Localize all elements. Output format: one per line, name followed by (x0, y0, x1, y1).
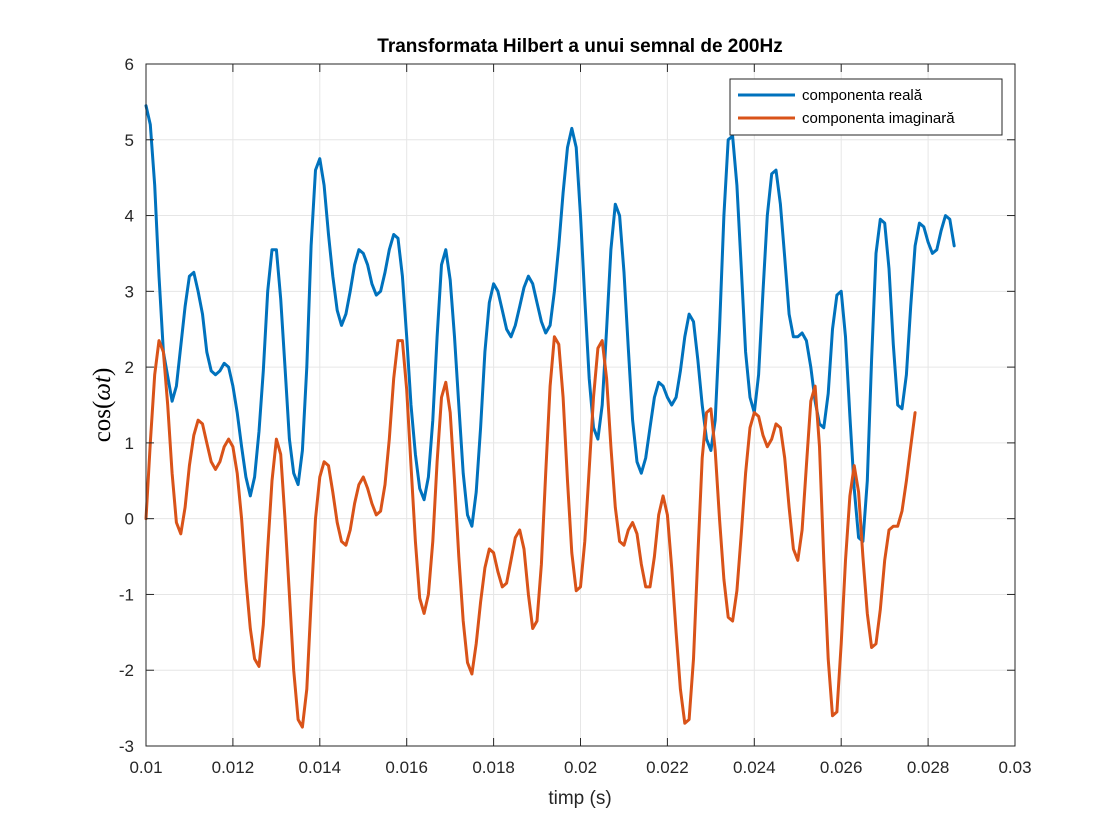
x-axis-label: timp (s) (548, 788, 611, 809)
y-tick-label: 6 (125, 55, 134, 74)
y-tick-label: -3 (119, 737, 134, 756)
y-tick-label: 1 (125, 434, 134, 453)
x-tick-label: 0.014 (299, 758, 342, 777)
tick-marks (145, 63, 1016, 747)
series-line-imag (144, 335, 917, 729)
y-axis-label-variable: ωt (89, 375, 116, 401)
series-layer (144, 104, 956, 729)
x-tick-label: 0.022 (646, 758, 689, 777)
y-tick-label: 2 (125, 358, 134, 377)
y-axis-label-suffix: ) (89, 368, 116, 376)
x-tick-label: 0.01 (129, 758, 162, 777)
legend-label-imag: componenta imaginară (802, 110, 955, 127)
chart-title: Transformata Hilbert a unui semnal de 20… (377, 36, 782, 57)
y-axis-label: cos(ωt) (89, 368, 116, 443)
y-tick-label: 3 (125, 282, 134, 301)
x-tick-label: 0.028 (907, 758, 950, 777)
tick-labels: 0.01 0.012 0.014 0.016 0.018 0.02 0.022 0.024 0.… (119, 55, 1032, 777)
legend-box (729, 78, 1003, 136)
y-tick-label: -2 (119, 661, 134, 680)
y-axis-label-prefix: cos( (89, 401, 116, 443)
y-tick-label: -1 (119, 585, 134, 604)
x-tick-label: 0.012 (212, 758, 255, 777)
x-tick-label: 0.02 (564, 758, 597, 777)
x-tick-label: 0.026 (820, 758, 863, 777)
y-tick-label: 5 (125, 131, 134, 150)
x-tick-label: 0.03 (998, 758, 1031, 777)
legend-label-real: componenta reală (802, 87, 923, 104)
y-tick-label: 4 (125, 207, 134, 226)
x-tick-label: 0.018 (472, 758, 515, 777)
x-tick-label: 0.016 (385, 758, 428, 777)
x-tick-label: 0.024 (733, 758, 776, 777)
y-tick-label: 0 (125, 510, 134, 529)
legend: componenta reală componenta imaginară (729, 78, 1003, 136)
series-line-real (144, 104, 956, 543)
